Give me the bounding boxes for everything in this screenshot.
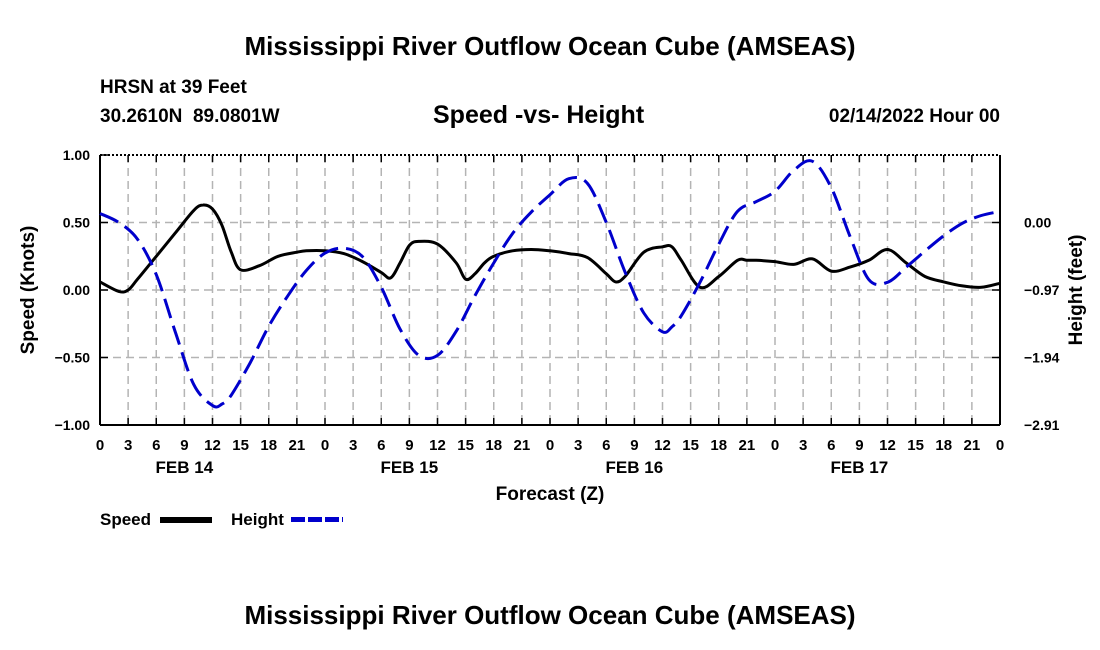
y-tick-label: 0.50 bbox=[63, 215, 90, 231]
x-tick-label: 15 bbox=[457, 437, 474, 454]
x-tick-label: 9 bbox=[405, 437, 413, 454]
day-label: FEB 17 bbox=[831, 458, 889, 477]
y2-tick-label: 0.00 bbox=[1024, 215, 1051, 231]
x-tick-label: 6 bbox=[152, 437, 160, 454]
x-tick-label: 0 bbox=[321, 437, 329, 454]
y2-axis-title: Height (feet) bbox=[1066, 235, 1087, 346]
day-label: FEB 15 bbox=[381, 458, 439, 477]
legend-speed-swatch bbox=[160, 517, 212, 523]
chart-title: Speed -vs- Height bbox=[433, 101, 645, 129]
day-label: FEB 14 bbox=[156, 458, 214, 477]
x-tick-label: 9 bbox=[855, 437, 863, 454]
x-tick-label: 3 bbox=[574, 437, 582, 454]
y-tick-label: −0.50 bbox=[55, 350, 91, 366]
main-title: Mississippi River Outflow Ocean Cube (AM… bbox=[244, 31, 856, 61]
x-tick-label: 12 bbox=[204, 437, 221, 454]
y-tick-label: 0.00 bbox=[63, 282, 90, 298]
x-tick-label: 21 bbox=[964, 437, 981, 454]
x-tick-label: 9 bbox=[180, 437, 188, 454]
x-tick-label: 0 bbox=[546, 437, 554, 454]
x-tick-label: 18 bbox=[710, 437, 727, 454]
y2-tick-label: −0.97 bbox=[1024, 282, 1060, 298]
y2-tick-label: −2.91 bbox=[1024, 417, 1060, 433]
x-tick-label: 0 bbox=[771, 437, 779, 454]
x-tick-label: 0 bbox=[996, 437, 1004, 454]
x-tick-label: 18 bbox=[260, 437, 277, 454]
station-label: HRSN at 39 Feet bbox=[100, 77, 247, 98]
legend-speed-label: Speed bbox=[100, 510, 152, 529]
x-tick-label: 9 bbox=[630, 437, 638, 454]
day-label: FEB 16 bbox=[606, 458, 664, 477]
x-tick-label: 6 bbox=[602, 437, 610, 454]
x-tick-label: 12 bbox=[879, 437, 896, 454]
y2-tick-label: −1.94 bbox=[1024, 350, 1060, 366]
y-tick-label: −1.00 bbox=[55, 417, 91, 433]
x-tick-label: 18 bbox=[485, 437, 502, 454]
x-tick-label: 15 bbox=[682, 437, 699, 454]
speed-series-line bbox=[99, 203, 1001, 294]
footer-title: Mississippi River Outflow Ocean Cube (AM… bbox=[244, 600, 856, 630]
legend-height-swatch bbox=[291, 517, 343, 522]
x-tick-label: 15 bbox=[232, 437, 249, 454]
y-axis-title: Speed (Knots) bbox=[18, 226, 39, 355]
x-tick-label: 0 bbox=[96, 437, 104, 454]
x-tick-label: 12 bbox=[429, 437, 446, 454]
x-tick-label: 12 bbox=[654, 437, 671, 454]
y-tick-label: 1.00 bbox=[63, 147, 90, 163]
x-tick-label: 18 bbox=[935, 437, 952, 454]
x-tick-label: 3 bbox=[799, 437, 807, 454]
x-tick-label: 3 bbox=[349, 437, 357, 454]
x-tick-label: 21 bbox=[289, 437, 306, 454]
legend-height-label: Height bbox=[231, 510, 284, 529]
x-tick-label: 15 bbox=[907, 437, 924, 454]
x-tick-label: 6 bbox=[377, 437, 385, 454]
coordinates-label: 30.2610N 89.0801W bbox=[100, 106, 280, 127]
x-tick-label: 3 bbox=[124, 437, 132, 454]
forecast-date: 02/14/2022 Hour 00 bbox=[828, 106, 1000, 127]
x-axis-title: Forecast (Z) bbox=[496, 484, 605, 505]
x-tick-label: 6 bbox=[827, 437, 835, 454]
x-tick-label: 21 bbox=[514, 437, 531, 454]
x-tick-label: 21 bbox=[739, 437, 756, 454]
height-series-line bbox=[99, 159, 1001, 409]
